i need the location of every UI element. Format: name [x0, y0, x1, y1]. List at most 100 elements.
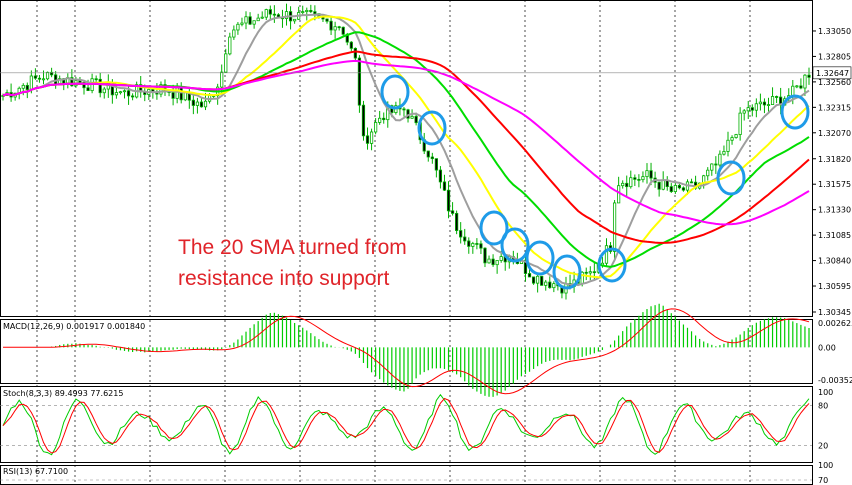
macd-title: MACD(12,26,9) 0.001917 0.001840 [3, 322, 145, 331]
candle-body [689, 181, 694, 184]
highlight-circle [525, 240, 555, 276]
candle-body [98, 78, 102, 94]
candle-body [382, 117, 386, 121]
candle-body [649, 170, 653, 179]
candle-body [236, 23, 240, 31]
candle-body [722, 151, 726, 155]
candle-body [378, 117, 382, 123]
candle-body [252, 20, 256, 25]
candle-body [523, 259, 528, 274]
candle-body [726, 139, 730, 152]
candle-body [232, 29, 236, 38]
candle-body [268, 9, 272, 15]
ma-line [2, 13, 810, 287]
candle-body [617, 185, 621, 204]
candle-body [750, 107, 754, 111]
candle-body [228, 36, 232, 55]
candle-body [467, 240, 471, 247]
price-tick-label: 1.32070 [818, 129, 851, 138]
candle-body [353, 47, 357, 59]
candle-body [491, 258, 495, 266]
candle-body [795, 85, 799, 88]
candle-body [706, 169, 710, 177]
candle-body [459, 230, 463, 238]
candle-body [633, 177, 637, 180]
candle-body [284, 11, 289, 19]
candle-body [309, 9, 313, 13]
highlight-circle [380, 74, 410, 110]
candle-body [260, 16, 264, 19]
candle-body [710, 163, 714, 171]
candle-body [471, 243, 475, 247]
candle-body [531, 276, 536, 284]
candle-body [434, 158, 438, 171]
price-tick-label: 1.31330 [818, 206, 851, 215]
candle-body [301, 11, 305, 13]
annotation-line-1: The 20 SMA turned from [178, 236, 407, 259]
candle-body [540, 275, 544, 286]
candle-body [592, 271, 596, 274]
price-tick-label: 1.32315 [818, 103, 851, 112]
candle-body [33, 75, 38, 79]
macd-tick-label: 0.002625 [818, 319, 852, 328]
candle-body [430, 156, 434, 160]
highlight-circle [716, 160, 746, 196]
price-tick-label: 1.32805 [818, 52, 851, 61]
stoch-tick-label: 20 [818, 442, 828, 451]
candle-body [82, 82, 86, 89]
candle-body [365, 135, 370, 144]
candle-body [527, 273, 532, 278]
candle-body [754, 103, 758, 111]
candle-body [426, 150, 430, 158]
candle-body [446, 189, 451, 212]
candle-body [774, 96, 779, 98]
candle-body [126, 90, 131, 97]
candle-body [361, 104, 366, 137]
candle-body [25, 84, 29, 91]
candle-body [410, 115, 414, 119]
candle-body [438, 169, 443, 183]
candle-body [402, 108, 406, 111]
candle-body [240, 22, 244, 25]
candle-body [544, 281, 548, 286]
candle-body [791, 85, 795, 96]
candle-body [588, 271, 592, 274]
candle-body [762, 101, 767, 106]
candle-body [604, 245, 609, 264]
candle-body [45, 71, 50, 80]
highlight-circle [597, 247, 627, 283]
price-tick-label: 1.30345 [818, 308, 851, 317]
candle-body [450, 210, 455, 214]
price-tick-label: 1.31085 [818, 231, 851, 240]
ma-line [2, 59, 810, 226]
candle-body [29, 75, 33, 91]
candle-body [799, 85, 803, 89]
candle-body [641, 176, 645, 181]
candle-body [86, 87, 90, 92]
rsi-tick-label: 70 [818, 476, 828, 485]
rsi-title: RSI(13) 67.7100 [3, 467, 68, 476]
candle-body [677, 184, 681, 189]
candle-body [374, 122, 378, 133]
candle-body [536, 275, 540, 284]
candle-body [195, 101, 200, 106]
pane-border-macd [0, 319, 813, 384]
highlight-circle [479, 210, 509, 246]
candle-body [414, 115, 418, 124]
candle-body [244, 16, 248, 24]
candle-body [191, 99, 195, 106]
candle-body [369, 131, 374, 144]
candle-body [629, 177, 633, 188]
price-tick-label: 1.33050 [818, 27, 851, 36]
pane-border-stoch [0, 386, 813, 463]
candle-body [807, 74, 811, 78]
candle-body [305, 9, 309, 12]
stoch-tick-label: 80 [818, 401, 828, 410]
candle-body [584, 271, 588, 274]
stoch-title: Stoch(8,3,3) 89.4993 77.6215 [3, 389, 123, 398]
stoch-signal-line [2, 397, 810, 454]
candle-body [645, 170, 649, 178]
candle-body [657, 181, 661, 190]
candle-body [463, 236, 467, 242]
